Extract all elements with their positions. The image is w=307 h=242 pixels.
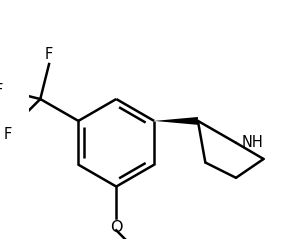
Text: O: O <box>110 220 122 235</box>
Text: F: F <box>0 83 3 98</box>
Polygon shape <box>154 117 198 125</box>
Text: F: F <box>4 128 12 143</box>
Text: NH: NH <box>241 135 263 150</box>
Text: F: F <box>45 47 53 62</box>
